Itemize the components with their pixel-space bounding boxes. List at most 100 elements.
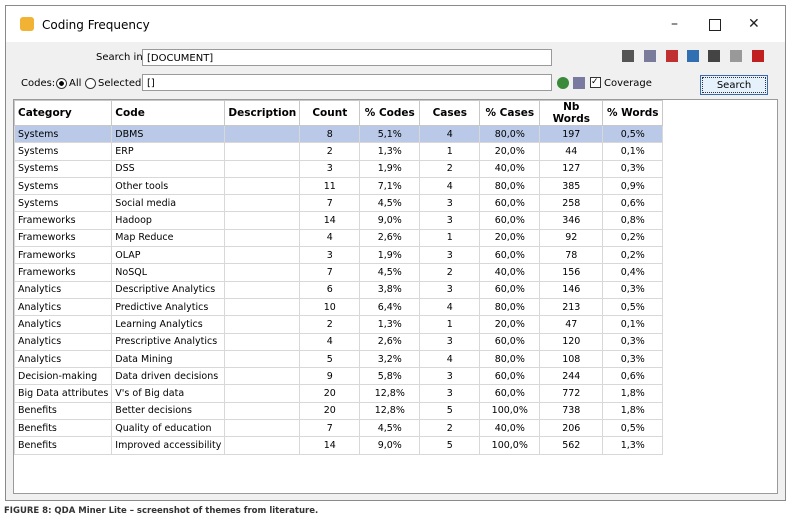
table-cell: Benefits: [14, 419, 113, 438]
table-cell: Frameworks: [14, 263, 113, 282]
table-cell: 3: [419, 246, 481, 265]
maximize-button[interactable]: [709, 19, 721, 31]
export-icon[interactable]: [687, 50, 699, 62]
table-cell: Systems: [14, 176, 113, 196]
chart-icon[interactable]: [666, 50, 678, 62]
figure-caption: FIGURE 8: QDA Miner Lite – screenshot of…: [4, 506, 319, 516]
code-icon[interactable]: [557, 77, 569, 89]
minimize-button[interactable]: –: [671, 16, 678, 32]
table-cell: Quality of education: [111, 419, 226, 438]
table-cell: 60,0%: [479, 211, 541, 230]
table-cell: 7,1%: [359, 176, 421, 196]
table-cell: 7: [299, 263, 361, 282]
table-cell: 1,9%: [359, 159, 421, 178]
description-cell: [224, 228, 301, 248]
table-cell: 14: [299, 211, 361, 230]
table-cell: 108: [539, 349, 604, 369]
table-cell: 0,3%: [602, 332, 664, 351]
table-row: Systems Other tools 11 7,1% 4 80,0% 385 0,9%: [14, 176, 664, 196]
column-header: % Words: [602, 100, 664, 126]
table-cell: 156: [539, 263, 604, 282]
table-cell: 1,3%: [359, 315, 421, 334]
table-cell: Big Data attributes: [14, 384, 113, 403]
table-cell: 2: [419, 263, 481, 282]
table-cell: 2: [419, 159, 481, 178]
selected-codes-dropdown[interactable]: []: [142, 74, 552, 91]
print-icon[interactable]: [730, 50, 742, 62]
table-cell: 346: [539, 211, 604, 230]
table-cell: 244: [539, 367, 604, 386]
table-cell: 80,0%: [479, 349, 541, 369]
description-cell: [224, 401, 301, 421]
table-cell: Predictive Analytics: [111, 297, 226, 317]
table-cell: 9,0%: [359, 211, 421, 230]
table-cell: Analytics: [14, 297, 113, 317]
table-cell: 0,8%: [602, 211, 664, 230]
table-cell: Analytics: [14, 280, 113, 299]
list-icon[interactable]: [644, 50, 656, 62]
table-cell: 2: [299, 142, 361, 161]
table-cell: Other tools: [111, 176, 226, 196]
table-cell: 60,0%: [479, 367, 541, 386]
description-cell: [224, 349, 301, 369]
table-cell: 3: [419, 280, 481, 299]
save-icon[interactable]: [708, 50, 720, 62]
table-cell: Analytics: [14, 332, 113, 351]
table-cell: V's of Big data: [111, 384, 226, 403]
description-cell: [224, 142, 301, 161]
column-header: Code: [111, 100, 226, 126]
coverage-label: Coverage: [604, 78, 652, 89]
table-row: Frameworks OLAP 3 1,9% 3 60,0% 78 0,2%: [14, 246, 664, 265]
table-cell: 120: [539, 332, 604, 351]
table-cell: DBMS: [111, 124, 226, 144]
description-cell: [224, 246, 301, 265]
description-cell: [224, 280, 301, 299]
table-cell: 5,8%: [359, 367, 421, 386]
table-cell: 5: [419, 436, 481, 455]
table-cell: 3: [299, 159, 361, 178]
table-cell: 60,0%: [479, 194, 541, 213]
table-cell: Frameworks: [14, 228, 113, 248]
table-row: Frameworks NoSQL 7 4,5% 2 40,0% 156 0,4%: [14, 263, 664, 282]
table-cell: 40,0%: [479, 159, 541, 178]
search-in-dropdown[interactable]: [DOCUMENT]: [142, 49, 552, 66]
description-cell: [224, 159, 301, 178]
table-cell: 3,8%: [359, 280, 421, 299]
table-row: Systems DBMS 8 5,1% 4 80,0% 197 0,5%: [14, 124, 664, 144]
table-cell: 3: [419, 367, 481, 386]
table-row: Analytics Prescriptive Analytics 4 2,6% 3 60,…: [14, 332, 664, 351]
table-cell: Social media: [111, 194, 226, 213]
table-cell: 0,9%: [602, 176, 664, 196]
find-icon[interactable]: [622, 50, 634, 62]
coverage-checkbox[interactable]: ✓: [590, 77, 601, 88]
table-cell: 5: [419, 401, 481, 421]
table-cell: 1: [419, 142, 481, 161]
table-cell: 3: [419, 332, 481, 351]
table-cell: 0,5%: [602, 297, 664, 317]
table-cell: 4: [419, 176, 481, 196]
table-cell: 0,5%: [602, 419, 664, 438]
exit-icon[interactable]: [752, 50, 764, 62]
table-cell: 0,1%: [602, 142, 664, 161]
table-cell: 0,3%: [602, 349, 664, 369]
selected-radio[interactable]: [85, 78, 96, 89]
frequency-table: Category Code Description Count% Codes Cases…: [14, 100, 664, 455]
table-row: Systems ERP 2 1,3% 1 20,0% 44 0,1%: [14, 142, 664, 161]
table-cell: 3: [419, 211, 481, 230]
table-cell: 2,6%: [359, 332, 421, 351]
description-cell: [224, 297, 301, 317]
table-cell: 78: [539, 246, 604, 265]
search-button[interactable]: Search: [700, 75, 768, 95]
all-radio[interactable]: [56, 78, 67, 89]
close-button[interactable]: ✕: [748, 16, 760, 32]
table-cell: 20,0%: [479, 228, 541, 248]
table-cell: 772: [539, 384, 604, 403]
filter-icon[interactable]: [573, 77, 585, 89]
table-cell: 2,6%: [359, 228, 421, 248]
table-cell: ERP: [111, 142, 226, 161]
description-cell: [224, 124, 301, 144]
table-cell: 9: [299, 367, 361, 386]
table-cell: 1,8%: [602, 401, 664, 421]
table-cell: 213: [539, 297, 604, 317]
